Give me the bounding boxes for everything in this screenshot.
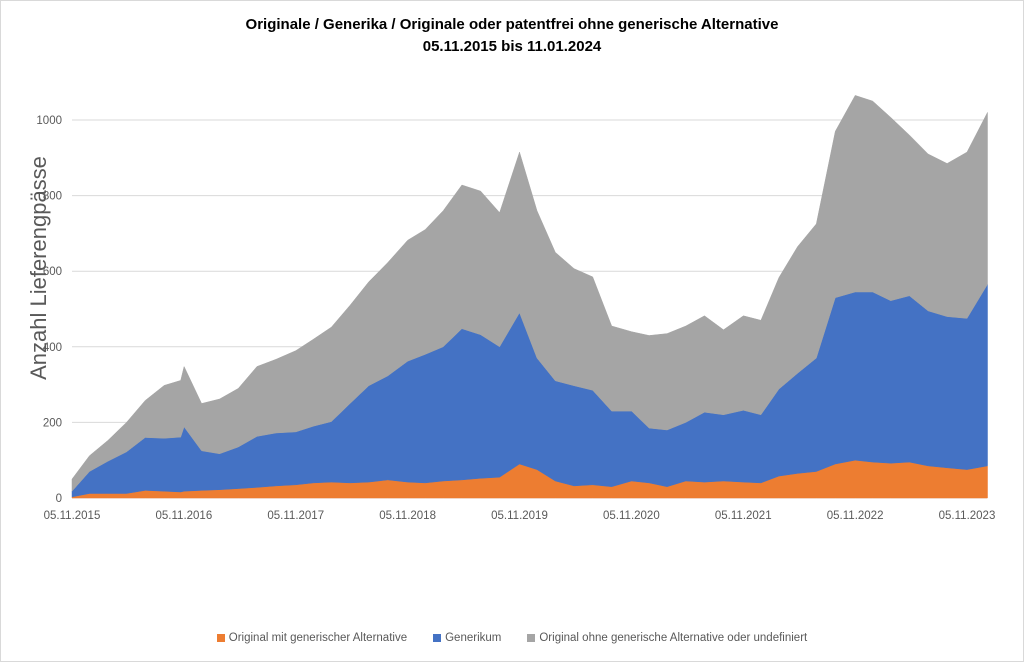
x-tick-label: 05.11.2021 xyxy=(715,510,772,522)
x-tick-label: 05.11.2015 xyxy=(44,510,101,522)
area-undefiniert xyxy=(71,95,988,492)
y-tick-label: 600 xyxy=(43,266,62,278)
legend-label-generikum: Generikum xyxy=(445,632,502,644)
x-tick-label: 05.11.2016 xyxy=(156,510,213,522)
legend-item-undefiniert: Original ohne generische Alternative ode… xyxy=(527,632,807,644)
x-tick-label: 05.11.2018 xyxy=(379,510,436,522)
y-axis-label: Anzahl Lieferengpässe xyxy=(26,156,51,380)
x-tick-label: 05.11.2020 xyxy=(603,510,660,522)
y-tick-label: 400 xyxy=(43,342,62,354)
chart-title: Originale / Generika / Originale oder pa… xyxy=(245,16,779,33)
x-tick-label: 05.11.2017 xyxy=(267,510,324,522)
legend-swatch-generikum xyxy=(433,634,442,642)
x-tick-label: 05.11.2023 xyxy=(939,510,996,522)
chart-subtitle: 05.11.2015 bis 11.01.2024 xyxy=(422,38,602,55)
legend-label-original: Original mit generischer Alternative xyxy=(228,632,408,644)
legend-swatch-original xyxy=(216,634,225,642)
legend-item-generikum: Generikum xyxy=(433,632,501,644)
legend: Original mit generischer Alternative Gen… xyxy=(0,632,1024,644)
legend-item-original: Original mit generischer Alternative xyxy=(216,632,408,644)
y-tick-label: 1000 xyxy=(36,115,62,127)
x-tick-label: 05.11.2022 xyxy=(827,510,884,522)
y-tick-label: 800 xyxy=(43,191,62,203)
x-tick-label: 05.11.2019 xyxy=(491,510,548,522)
legend-swatch-undefiniert xyxy=(527,634,536,642)
y-tick-label: 200 xyxy=(43,417,62,429)
legend-label-undefiniert: Original ohne generische Alternative ode… xyxy=(539,632,808,644)
y-tick-label: 0 xyxy=(56,493,62,505)
